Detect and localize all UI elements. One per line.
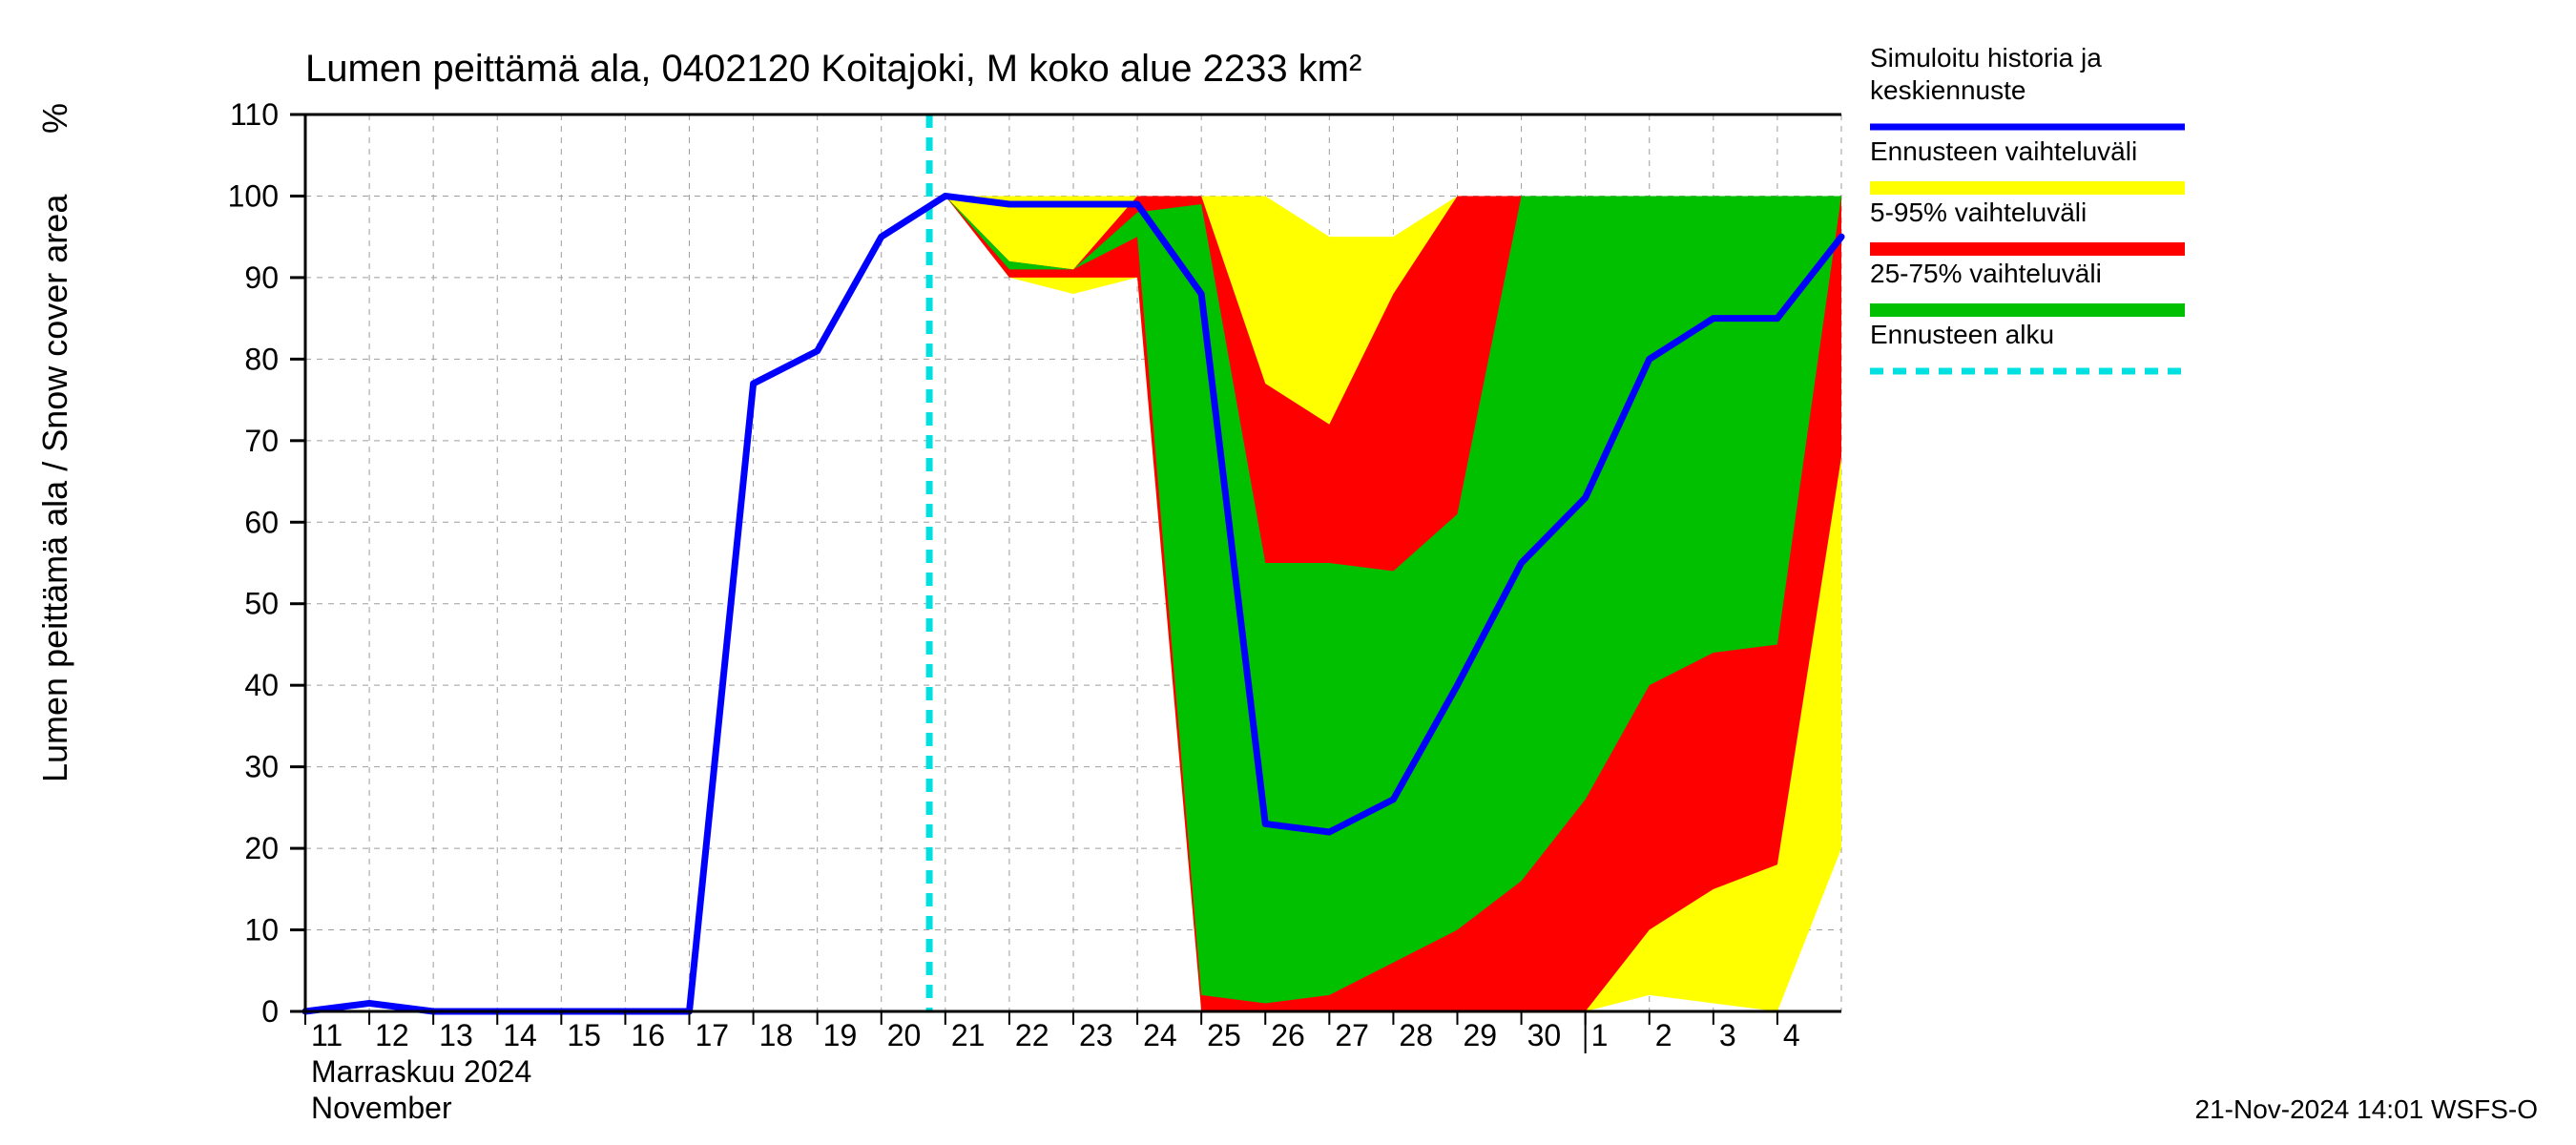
xtick-label: 22: [1015, 1018, 1049, 1052]
xtick-label: 12: [375, 1018, 409, 1052]
legend-label: Simuloitu historia ja: [1870, 43, 2102, 73]
legend-label: 25-75% vaihteluväli: [1870, 259, 2102, 288]
xtick-label: 15: [567, 1018, 601, 1052]
xtick-label: 25: [1207, 1018, 1241, 1052]
xtick-label: 18: [759, 1018, 794, 1052]
legend-swatch: [1870, 303, 2185, 317]
ytick-label: 50: [244, 587, 279, 621]
legend-label: keskiennuste: [1870, 75, 2025, 105]
ytick-label: 70: [244, 424, 279, 458]
xtick-label: 27: [1335, 1018, 1369, 1052]
legend-label: Ennusteen vaihteluväli: [1870, 136, 2137, 166]
chart-title: Lumen peittämä ala, 0402120 Koitajoki, M…: [305, 48, 1361, 90]
ytick-label: 30: [244, 750, 279, 784]
xtick-label: 23: [1079, 1018, 1113, 1052]
xtick-label: 19: [823, 1018, 858, 1052]
ytick-label: 110: [230, 97, 279, 132]
month-label-fi: Marraskuu 2024: [311, 1054, 531, 1089]
xtick-label: 17: [696, 1018, 730, 1052]
ytick-label: 80: [244, 342, 279, 376]
xtick-label: 26: [1271, 1018, 1305, 1052]
xtick-label: 14: [503, 1018, 537, 1052]
ytick-label: 0: [261, 994, 279, 1029]
xtick-label: 30: [1527, 1018, 1562, 1052]
xtick-label: 24: [1143, 1018, 1177, 1052]
xtick-label: 3: [1719, 1018, 1736, 1052]
xtick-label: 1: [1591, 1018, 1609, 1052]
y-axis-unit: %: [35, 103, 74, 134]
ytick-label: 10: [244, 913, 279, 947]
legend-swatch: [1870, 181, 2185, 195]
ytick-label: 100: [228, 178, 279, 213]
xtick-label: 28: [1399, 1018, 1433, 1052]
month-label-en: November: [311, 1091, 452, 1125]
y-axis-label: Lumen peittämä ala / Snow cover area: [35, 194, 74, 782]
xtick-label: 16: [631, 1018, 665, 1052]
xtick-label: 4: [1783, 1018, 1800, 1052]
ytick-label: 20: [244, 831, 279, 865]
xtick-label: 20: [887, 1018, 922, 1052]
ytick-label: 90: [244, 260, 279, 295]
footer-timestamp: 21-Nov-2024 14:01 WSFS-O: [2195, 1094, 2539, 1124]
xtick-label: 2: [1655, 1018, 1672, 1052]
legend-label: 5-95% vaihteluväli: [1870, 198, 2087, 227]
legend-swatch: [1870, 242, 2185, 256]
legend-label: Ennusteen alku: [1870, 320, 2054, 349]
xtick-label: 29: [1464, 1018, 1498, 1052]
snow-cover-chart: 0102030405060708090100110111213141516171…: [0, 0, 2576, 1145]
ytick-label: 60: [244, 505, 279, 539]
xtick-label: 11: [311, 1018, 343, 1052]
ytick-label: 40: [244, 668, 279, 702]
xtick-label: 21: [951, 1018, 986, 1052]
xtick-label: 13: [439, 1018, 473, 1052]
